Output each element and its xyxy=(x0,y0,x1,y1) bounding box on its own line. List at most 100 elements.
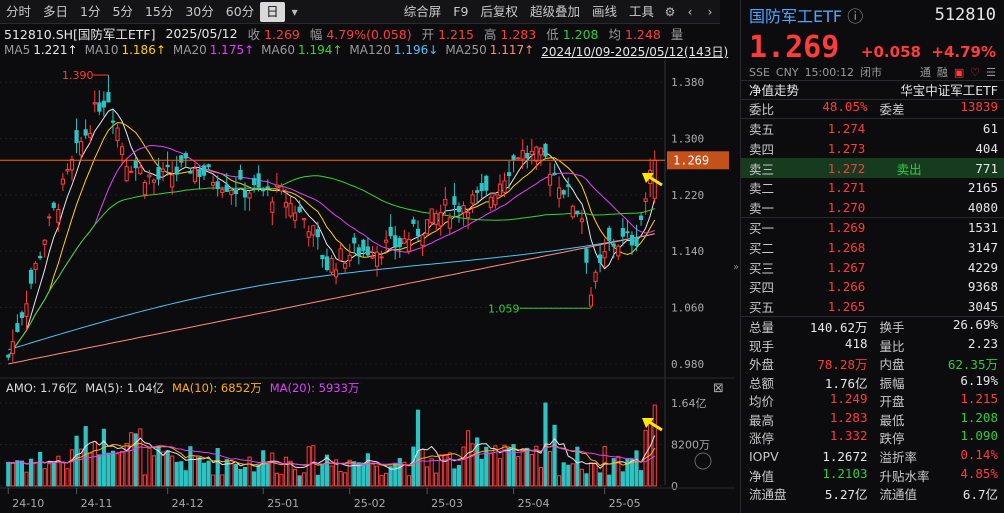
ma60-line xyxy=(7,175,655,358)
amo-bar xyxy=(607,474,612,487)
bid-row[interactable]: 买三 1.267 4229 xyxy=(741,257,1004,277)
toolbar-action[interactable]: 后复权 xyxy=(480,3,518,19)
stats-value: 1.208 xyxy=(960,409,998,425)
price-tick: 1.380 xyxy=(671,76,704,89)
high-group: 高 1.283 xyxy=(484,24,536,43)
bid-row[interactable]: 买一 1.269 1531 xyxy=(741,218,1004,238)
candle xyxy=(443,186,448,215)
amo-bar xyxy=(570,463,575,487)
period-tab[interactable]: 多日 xyxy=(43,3,69,19)
amo-bar xyxy=(434,472,439,487)
market-status: 闭市 xyxy=(859,66,882,79)
kline-chart[interactable]: 1.380 1.300 1.220 1.140 1.060 0.980 1.269 1.390… xyxy=(0,60,735,513)
period-tab[interactable]: 分时 xyxy=(6,3,32,19)
period-tab[interactable]: 15分 xyxy=(144,3,174,19)
collapse-panel-icon[interactable]: » xyxy=(733,262,740,273)
next-icon[interactable]: › xyxy=(707,4,713,19)
nav-row: 净值走势 华宝中证军工ETF xyxy=(741,80,1004,100)
nav-tab[interactable]: 净值走势 xyxy=(749,83,800,99)
amo-bar xyxy=(165,450,170,487)
candle xyxy=(170,161,175,195)
prev-icon[interactable]: ‹ xyxy=(687,4,693,19)
stats-cell: 均价 1.249 xyxy=(749,391,874,410)
open-value: 1.215 xyxy=(438,26,474,42)
amo-bar xyxy=(174,461,179,487)
candle xyxy=(434,210,439,232)
chart-bg xyxy=(0,60,735,513)
amo-bar xyxy=(529,453,534,487)
amo-bar xyxy=(620,471,625,487)
candle xyxy=(470,190,475,214)
period-tab[interactable]: 60分 xyxy=(225,3,255,19)
ask-row[interactable]: 卖三 1.272 卖出 771 xyxy=(741,158,1004,178)
amo-bar xyxy=(47,463,52,487)
info-icon[interactable]: ⓘ xyxy=(847,7,864,26)
amo-bar xyxy=(315,474,320,487)
bid-row[interactable]: 买五 1.265 3045 xyxy=(741,297,1004,317)
ask-row[interactable]: 卖二 1.271 2165 xyxy=(741,178,1004,198)
candle xyxy=(625,220,630,238)
candle xyxy=(497,174,503,198)
low-value: 1.208 xyxy=(562,26,599,42)
more-periods-icon[interactable]: ▾ xyxy=(291,4,298,19)
period-tab[interactable]: 5分 xyxy=(112,3,133,19)
ask-row[interactable]: 卖一 1.270 4080 xyxy=(741,198,1004,218)
candle xyxy=(97,90,102,115)
amo-bar xyxy=(242,467,248,487)
amo-bar xyxy=(374,465,380,487)
candle xyxy=(233,177,238,207)
toolbar-action[interactable]: 画线 xyxy=(591,3,617,19)
amo-arrow-icon xyxy=(642,418,663,432)
amo-bar xyxy=(461,446,466,487)
amo-bar xyxy=(588,462,594,487)
zoom-icon[interactable] xyxy=(694,452,712,470)
ask-price: 1.271 xyxy=(827,180,866,196)
toolbar-action[interactable]: 超级叠加 xyxy=(529,3,580,19)
action-list: 综合屏 F9 后复权 超级叠加 画线 工具 xyxy=(398,2,660,22)
stats-label: 换手 xyxy=(879,319,905,335)
amo-ma5-line xyxy=(8,435,656,470)
stats-cell: 涨停 1.332 xyxy=(749,428,874,447)
amo-bar xyxy=(42,468,47,487)
stats-label: 总量 xyxy=(749,319,775,335)
candle xyxy=(411,216,416,227)
candle xyxy=(156,157,161,186)
toolbar-action[interactable]: 工具 xyxy=(628,3,654,19)
toolbar-action[interactable]: 综合屏 xyxy=(403,3,442,19)
candle xyxy=(42,239,47,258)
amo-bar xyxy=(479,458,484,487)
amo-bar xyxy=(252,471,257,487)
x-tick: 25-01 xyxy=(267,497,299,510)
menu-icon[interactable]: ☰ xyxy=(986,65,996,79)
amo-bar xyxy=(288,460,293,487)
candle xyxy=(575,210,580,217)
amo-bar xyxy=(329,465,334,487)
candle xyxy=(197,165,202,190)
candle xyxy=(306,225,311,247)
settings-icon[interactable]: ⚙ xyxy=(664,4,676,19)
change-group: 幅 4.79%(0.058) xyxy=(310,24,412,43)
candle xyxy=(261,187,266,197)
avg-value: 1.248 xyxy=(625,26,661,42)
candle xyxy=(138,162,143,175)
amo-bar xyxy=(119,450,125,487)
ask-row[interactable]: 卖五 1.274 61 xyxy=(741,119,1004,139)
bid-row[interactable]: 买二 1.268 3147 xyxy=(741,238,1004,258)
alert-icon[interactable]: ▣ xyxy=(953,65,965,79)
ask-volume: 771 xyxy=(975,160,998,176)
favorite-icon[interactable]: ♡ xyxy=(970,65,981,79)
bid-row[interactable]: 买四 1.266 9368 xyxy=(741,277,1004,297)
ask-label: 卖四 xyxy=(749,142,775,158)
period-tab[interactable]: 30分 xyxy=(185,3,214,19)
close-panel-icon[interactable]: ⊠ xyxy=(713,381,724,396)
amo-bar xyxy=(502,444,507,487)
candle xyxy=(206,163,211,170)
candle xyxy=(297,200,302,214)
amo-bar xyxy=(302,472,307,487)
candle xyxy=(429,208,434,226)
ask-row[interactable]: 卖四 1.273 404 xyxy=(741,139,1004,159)
period-tab[interactable]: 1分 xyxy=(80,3,101,19)
period-tab[interactable]: 日 xyxy=(260,1,285,22)
candle xyxy=(547,162,553,197)
toolbar-action[interactable]: F9 xyxy=(453,3,469,19)
